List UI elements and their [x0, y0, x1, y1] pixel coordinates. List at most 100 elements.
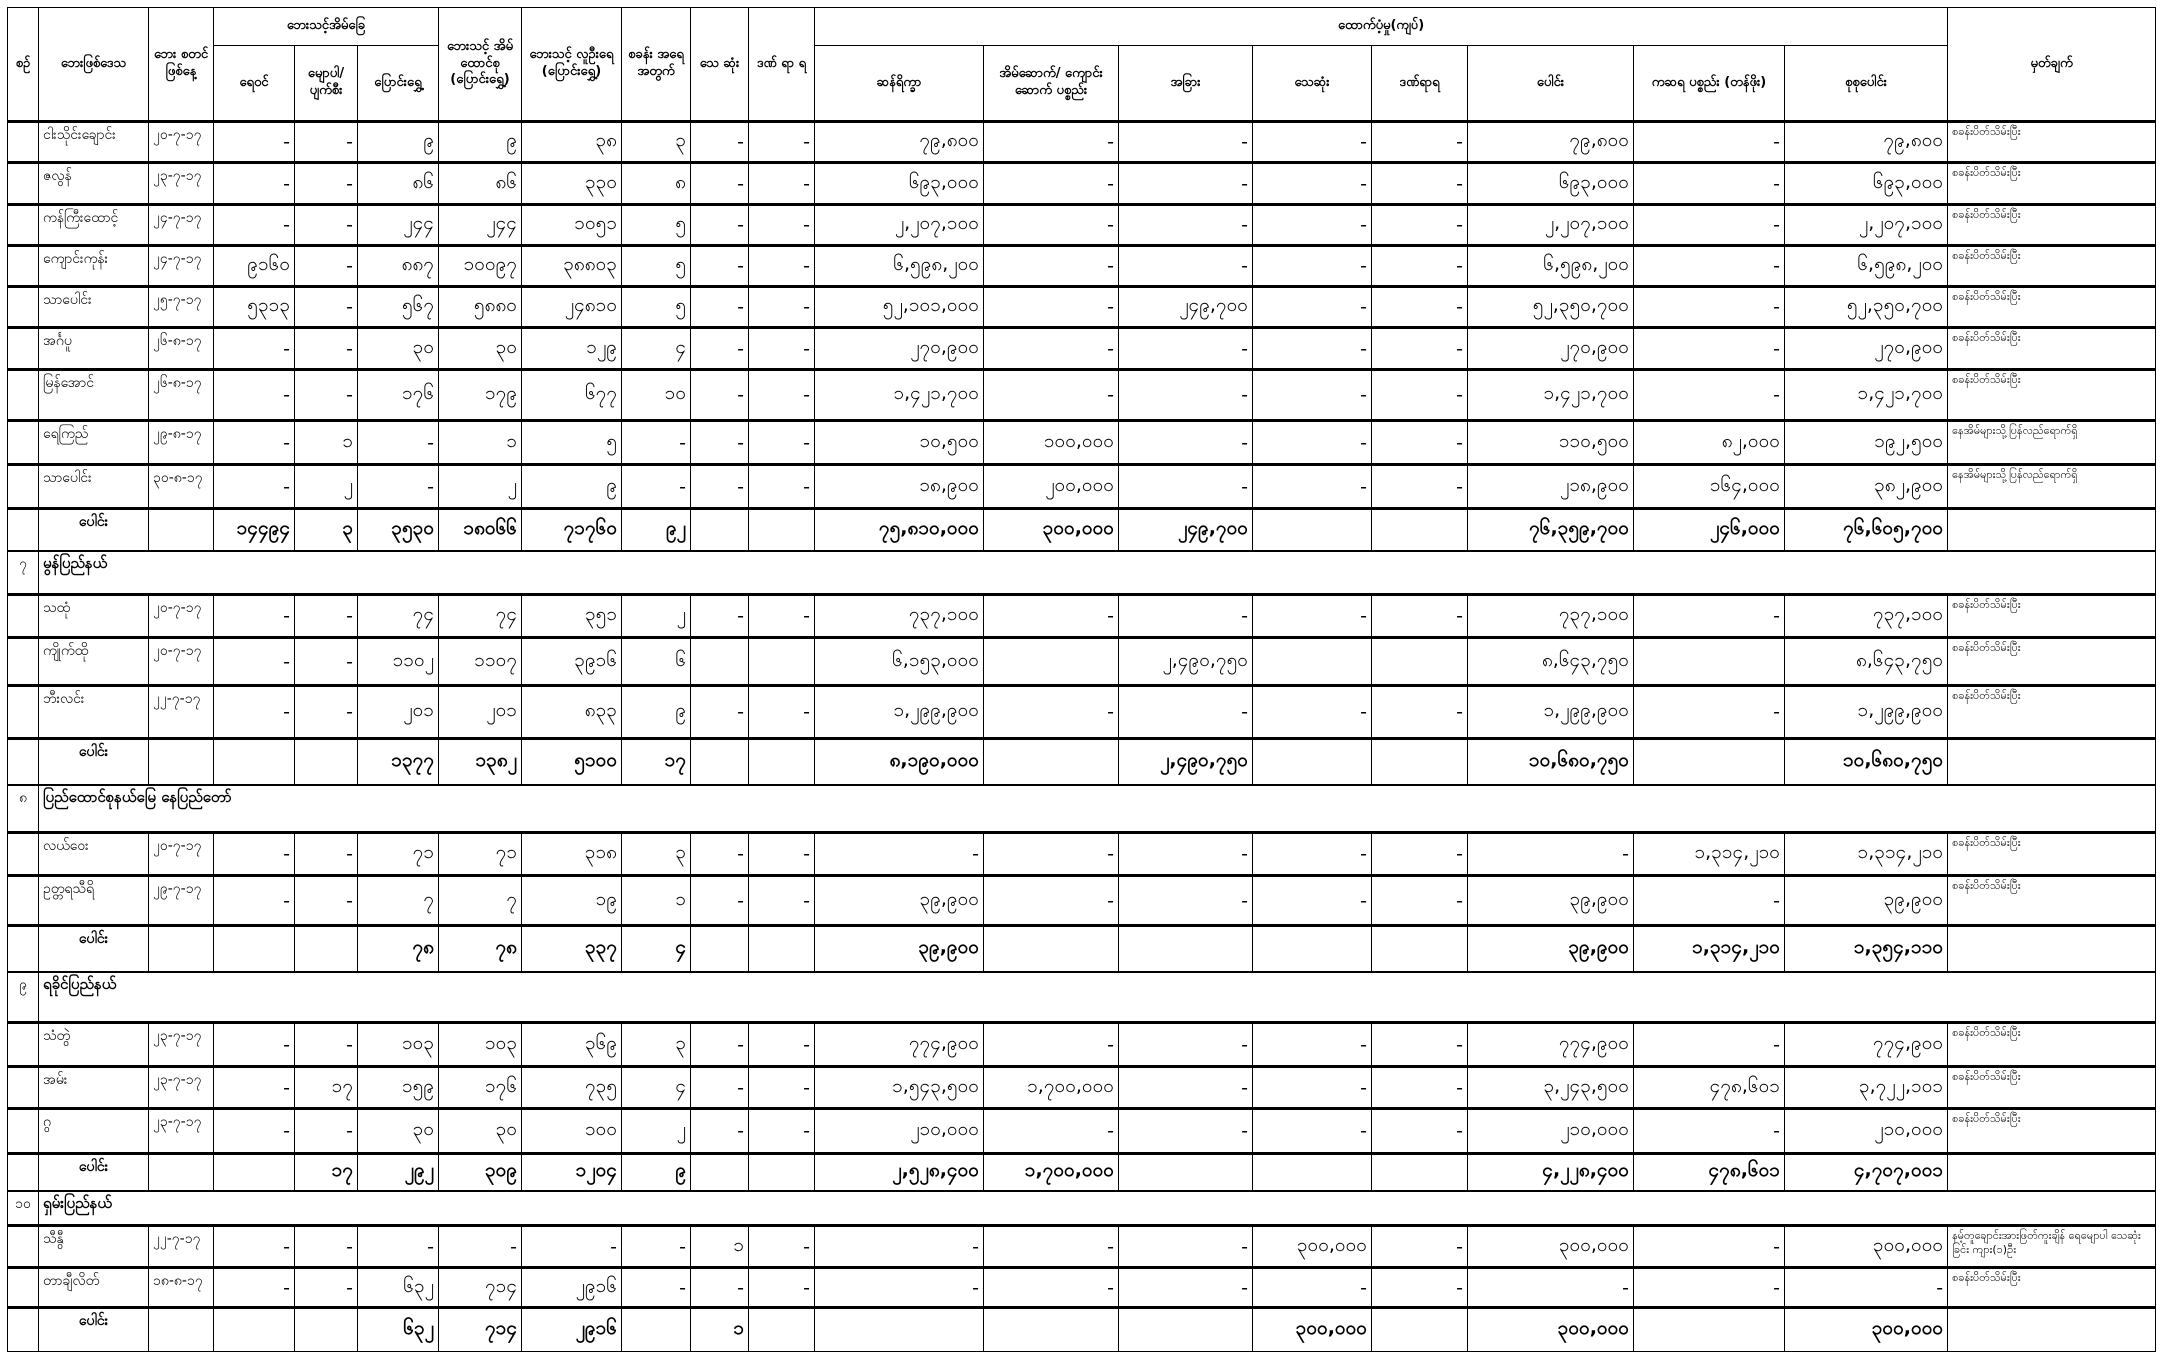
- cell-camps: ၃: [621, 1021, 691, 1067]
- cell-goods: [1633, 1306, 1785, 1352]
- cell-injured: -: [748, 463, 815, 509]
- cell-relocated: ၁၀၃: [357, 1021, 439, 1067]
- cell-death-support: -: [1252, 1266, 1372, 1308]
- cell-injured: -: [748, 1021, 815, 1067]
- cell-building-materials: -: [983, 831, 1119, 876]
- cell-goods: [1633, 737, 1785, 785]
- cell-building-materials: -: [983, 593, 1119, 638]
- cell-population: ၁၂၉: [521, 326, 622, 370]
- table-row: ကျိုက်ထို ၂၀-၇-၁၇- -၁၁၀၂ ၁၁၀၇ ၃၉၁၆၆၆,၁၅၃,၀၀၀…: [7, 636, 2157, 686]
- cell-goods: ၄၇၈,၆၀၁: [1633, 1152, 1785, 1191]
- cell-population: ၃၃၀: [521, 161, 622, 205]
- cell-destroyed: [294, 924, 358, 972]
- cell-building-materials: -: [983, 1021, 1119, 1067]
- cell-seq: [7, 161, 39, 205]
- cell-subtotal: ၂,၂၀၇,၁၀၀: [1467, 203, 1634, 246]
- cell-subtotal: ၅၂,၃၅၀,၇၀၀: [1467, 285, 1634, 328]
- cell-flooded: -: [213, 368, 295, 421]
- cell-flooded: -: [213, 1065, 295, 1109]
- cell-grand-total: ၁၀,၆၈၀,၇၅၀: [1783, 737, 1949, 785]
- cell-goods: ၄၇၈,၆၀၁: [1633, 1065, 1785, 1109]
- table-row: ကန်ကြီးထောင့် ၂၄-၇-၁၇- -၂၄၄ ၂၄၄ ၁၀၅၁၅- -၂,၂၀၇…: [7, 203, 2157, 246]
- cell-grand-total: ၇၆,၆၀၅,၇၀၀: [1783, 507, 1949, 551]
- cell-seq: [7, 203, 39, 246]
- cell-relocated: ၈၆: [357, 161, 439, 205]
- cell-seq: [7, 419, 39, 465]
- cell-remarks: စခန်းပိတ်သိမ်းပြီး: [1947, 1021, 2157, 1067]
- cell-goods: -: [1633, 684, 1785, 739]
- section-name: ရခိုင်ပြည်နယ်: [37, 970, 2157, 1023]
- cell-subtotal: ၂၁၀,၀၀၀: [1467, 1107, 1634, 1154]
- cell-seq: [7, 1224, 39, 1268]
- cell-grand-total: ၃၈၂,၉၀၀: [1783, 463, 1949, 509]
- cell-rations: ၅၂,၁၀၁,၀၀၀: [814, 285, 984, 328]
- cell-building-materials: [983, 924, 1119, 972]
- cell-population: ၆၇၇: [521, 368, 622, 421]
- cell-injured: -: [748, 1065, 815, 1109]
- cell-camps: ၂: [621, 1107, 691, 1154]
- cell-population: -: [521, 1224, 622, 1268]
- cell-injury-support: -: [1371, 419, 1468, 465]
- cell-injured: -: [748, 1107, 815, 1154]
- cell-goods: -: [1633, 1021, 1785, 1067]
- cell-subtotal: ၆,၅၉၈,၂၀၀: [1467, 244, 1634, 287]
- cell-population: ၂၉၁၆: [521, 1306, 622, 1352]
- cell-start-date: ၂၂-၇-၁၇: [148, 684, 214, 739]
- total-row: ပေါင်း ၁၃၇၇ ၁၃၈၂ ၅၁၀၀ ၁၇ ၈,၁၉၀,၀၀၀ ၂,၄၉၀,၇၅၀ ၁၀…: [7, 737, 2157, 785]
- cell-area: ကျိုက်ထို: [38, 636, 149, 686]
- cell-relocated: ၁၃၇၇: [357, 737, 439, 785]
- cell-building-materials: -: [983, 244, 1119, 287]
- cell-camps: ၉: [621, 684, 691, 739]
- cell-death-support: -: [1252, 120, 1372, 163]
- cell-dead: -: [690, 463, 749, 509]
- cell-households: ၁၀၀၉၇: [438, 244, 522, 287]
- cell-flooded: -: [213, 874, 295, 926]
- cell-area: လယ်ဝေး: [38, 831, 149, 876]
- cell-flooded: -: [213, 1107, 295, 1154]
- cell-households: ၁၈၀၆၆: [438, 507, 522, 551]
- cell-destroyed: -: [294, 1021, 358, 1067]
- cell-injured: -: [748, 1224, 815, 1268]
- cell-dead: -: [690, 244, 749, 287]
- cell-other: ၂,၄၉၀,၇၅၀: [1118, 636, 1253, 686]
- cell-injured: [748, 1306, 815, 1352]
- cell-other: -: [1118, 161, 1253, 205]
- cell-seq: [7, 368, 39, 421]
- cell-area: ပေါင်း: [38, 1306, 149, 1352]
- cell-injured: -: [748, 419, 815, 465]
- cell-other: -: [1118, 874, 1253, 926]
- cell-population: ၅: [521, 419, 622, 465]
- cell-destroyed: -: [294, 1266, 358, 1308]
- cell-grand-total: ၅၂,၃၅၀,၇၀၀: [1783, 285, 1949, 328]
- cell-seq: [7, 120, 39, 163]
- section-header-row: ၉ရခိုင်ပြည်နယ်: [7, 970, 2157, 1023]
- cell-subtotal: ၇၆,၃၅၉,၇၀၀: [1467, 507, 1634, 551]
- cell-injured: -: [748, 1266, 815, 1308]
- cell-population: ၁၉: [521, 874, 622, 926]
- cell-goods: -: [1633, 326, 1785, 370]
- cell-camps: ၄: [621, 924, 691, 972]
- cell-camps: ၂: [621, 593, 691, 638]
- cell-rations: ၃၉,၉၀၀: [814, 874, 984, 926]
- table-row: သာပေါင်း ၂၅-၇-၁၇ ၅၃၁၃-၅၆၇ ၅၈၈၀ ၂၄၈၁၀၅- -၅၂,၁၀…: [7, 285, 2157, 328]
- cell-goods: -: [1633, 593, 1785, 638]
- cell-households: -: [438, 1224, 522, 1268]
- total-row: ပေါင်း ၁၄၄၉၄၃၃၅၃၀ ၁၈၀၆၆ ၇၁၇၆၀ ၉၂ ၇၅,၈၁၀,၀၀၀ ၃၀…: [7, 507, 2157, 551]
- cell-population: ၂၉၁၆: [521, 1266, 622, 1308]
- cell-camps: ၈: [621, 161, 691, 205]
- header-houses-group: ဘေးသင့်အိမ်ခြေ: [213, 7, 439, 46]
- cell-households: ၁၇၉: [438, 368, 522, 421]
- cell-injury-support: -: [1371, 1107, 1468, 1154]
- section-seq: ၈: [7, 783, 39, 833]
- header-camps: စခန်း အရေ အတွက်: [621, 7, 691, 122]
- cell-injury-support: [1371, 1306, 1468, 1352]
- cell-rations: ၂,၅၂၈,၄၀၀: [814, 1152, 984, 1191]
- cell-building-materials: -: [983, 1224, 1119, 1268]
- cell-population: ၃၁၈: [521, 831, 622, 876]
- cell-subtotal: ၁၁၀,၅၀၀: [1467, 419, 1634, 465]
- cell-goods: -: [1633, 120, 1785, 163]
- cell-camps: [621, 1306, 691, 1352]
- cell-relocated: ၈၈၇: [357, 244, 439, 287]
- cell-remarks: [1947, 507, 2157, 551]
- cell-other: -: [1118, 244, 1253, 287]
